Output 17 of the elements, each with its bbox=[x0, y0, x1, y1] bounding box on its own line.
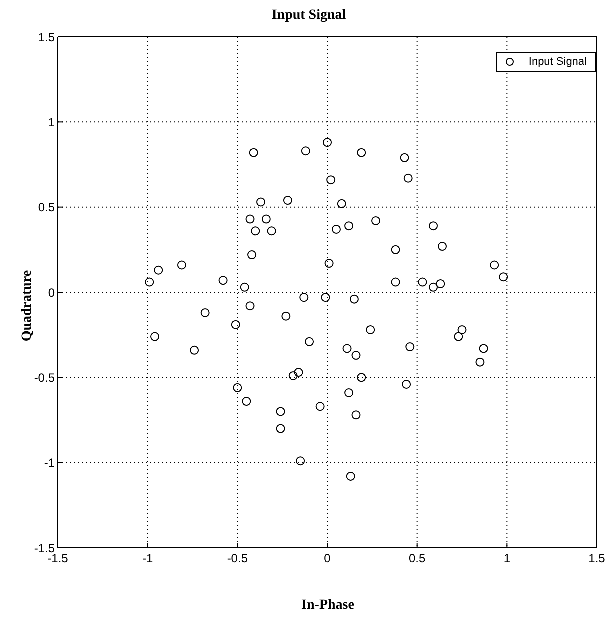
y-tick-label: -0.5 bbox=[34, 370, 56, 385]
y-tick-label: -1.5 bbox=[34, 541, 56, 556]
y-tick-label: 0.5 bbox=[38, 200, 56, 215]
x-tick-label: -1 bbox=[142, 552, 154, 566]
x-tick-label: 0 bbox=[324, 552, 332, 566]
y-tick-label: 1 bbox=[48, 115, 56, 130]
y-tick-label: 1.5 bbox=[38, 30, 56, 44]
x-tick-label: 1.5 bbox=[588, 552, 606, 566]
y-axis-title: Quadrature bbox=[20, 269, 36, 344]
y-tick-label: -1 bbox=[44, 456, 56, 470]
legend-label: Input Signal bbox=[528, 56, 587, 68]
x-tick-label: -0.5 bbox=[227, 552, 248, 566]
y-tick-label: 0 bbox=[48, 286, 56, 300]
x-axis-title: In-Phase bbox=[300, 598, 356, 614]
x-tick-label: 1 bbox=[504, 552, 511, 566]
x-tick-label: 0.5 bbox=[408, 552, 426, 566]
chart-title: Input Signal bbox=[270, 8, 348, 24]
